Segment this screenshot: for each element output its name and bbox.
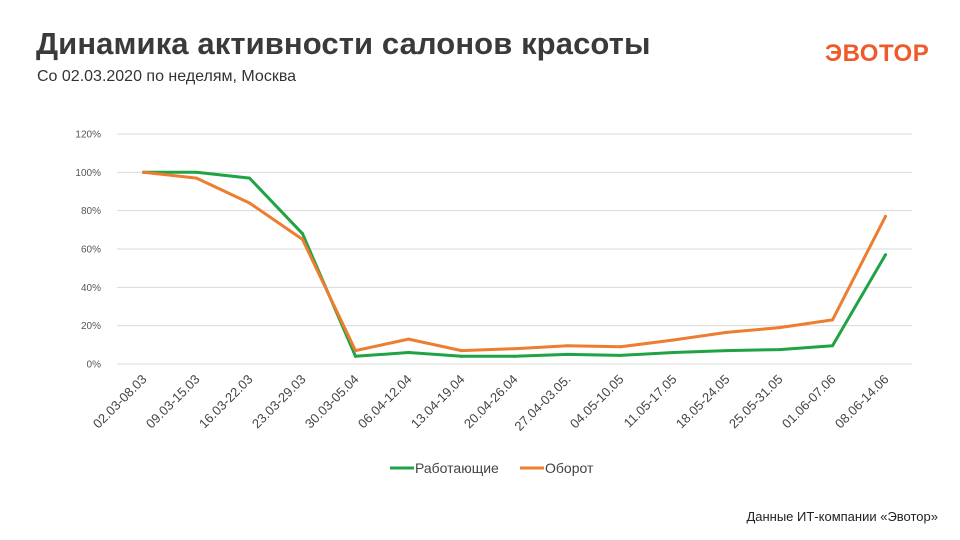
line-chart: 0% 20% 40% 60% 80% 100% 120% 02.03-08.0309.03-… xyxy=(75,130,912,476)
data-point xyxy=(831,344,834,348)
data-point xyxy=(619,353,622,357)
data-point xyxy=(460,354,463,358)
legend-label: Оборот xyxy=(545,460,594,476)
data-point xyxy=(672,338,675,342)
chart-title: Динамика активности салонов красоты xyxy=(36,26,651,61)
data-point xyxy=(831,318,834,322)
data-point xyxy=(195,170,198,174)
x-axis-ticks: 02.03-08.0309.03-15.0316.03-22.0323.03-2… xyxy=(90,372,892,434)
y-tick-label: 40% xyxy=(81,283,101,294)
data-point xyxy=(248,176,251,180)
data-point xyxy=(195,176,198,180)
legend-label: Работающие xyxy=(415,460,499,476)
data-point xyxy=(566,344,569,348)
x-tick-label: 18.05-24.05 xyxy=(673,372,733,432)
data-point xyxy=(301,232,304,236)
x-tick-label: 27.04-03.05. xyxy=(511,372,573,434)
x-tick-label: 11.05-17.05 xyxy=(621,372,680,431)
x-tick-label: 02.03-08.03 xyxy=(90,372,150,432)
chart-subtitle: Со 02.03.2020 по неделям, Москва xyxy=(37,68,297,85)
x-tick-label: 06.04-12.04 xyxy=(355,372,415,432)
x-tick-label: 09.03-15.03 xyxy=(143,372,203,432)
data-point xyxy=(354,354,357,358)
data-point xyxy=(619,345,622,349)
series-line-1 xyxy=(142,170,887,353)
data-point xyxy=(460,349,463,353)
chart-series xyxy=(142,170,887,358)
data-point xyxy=(778,348,781,352)
data-point xyxy=(725,330,728,334)
y-tick-label: 100% xyxy=(75,168,101,179)
data-point xyxy=(248,201,251,205)
data-point xyxy=(513,354,516,358)
chart-gridlines xyxy=(117,133,912,365)
data-point xyxy=(354,349,357,353)
data-point xyxy=(142,170,145,174)
x-tick-label: 01.06-07.06 xyxy=(779,372,839,432)
data-point xyxy=(407,351,410,354)
data-point xyxy=(301,237,304,241)
x-tick-label: 08.06-14.06 xyxy=(832,372,892,432)
x-tick-label: 30.03-05.04 xyxy=(302,372,362,432)
y-tick-label: 60% xyxy=(81,245,101,256)
y-tick-label: 0% xyxy=(87,360,102,371)
x-tick-label: 25.05-31.05 xyxy=(726,372,786,432)
data-point xyxy=(884,253,887,257)
chart-legend: Работающие Оборот xyxy=(390,460,594,476)
x-tick-label: 13.04-19.04 xyxy=(408,372,468,432)
x-tick-label: 23.03-29.03 xyxy=(249,372,309,432)
data-source-note: Данные ИТ-компании «Эвотор» xyxy=(746,509,938,524)
y-tick-label: 20% xyxy=(81,321,101,332)
evotor-logo: ЭВОТОР xyxy=(825,40,930,67)
data-point xyxy=(778,326,781,330)
y-tick-label: 120% xyxy=(75,130,101,141)
data-point xyxy=(884,214,887,218)
data-point xyxy=(407,337,410,341)
data-point xyxy=(672,351,675,354)
x-tick-label: 04.05-10.05 xyxy=(567,372,627,432)
y-axis-ticks: 0% 20% 40% 60% 80% 100% 120% xyxy=(75,130,101,371)
data-point xyxy=(566,352,569,356)
data-point xyxy=(725,349,728,353)
y-tick-label: 80% xyxy=(81,206,101,217)
data-point xyxy=(513,347,516,351)
x-tick-label: 16.03-22.03 xyxy=(196,372,256,432)
